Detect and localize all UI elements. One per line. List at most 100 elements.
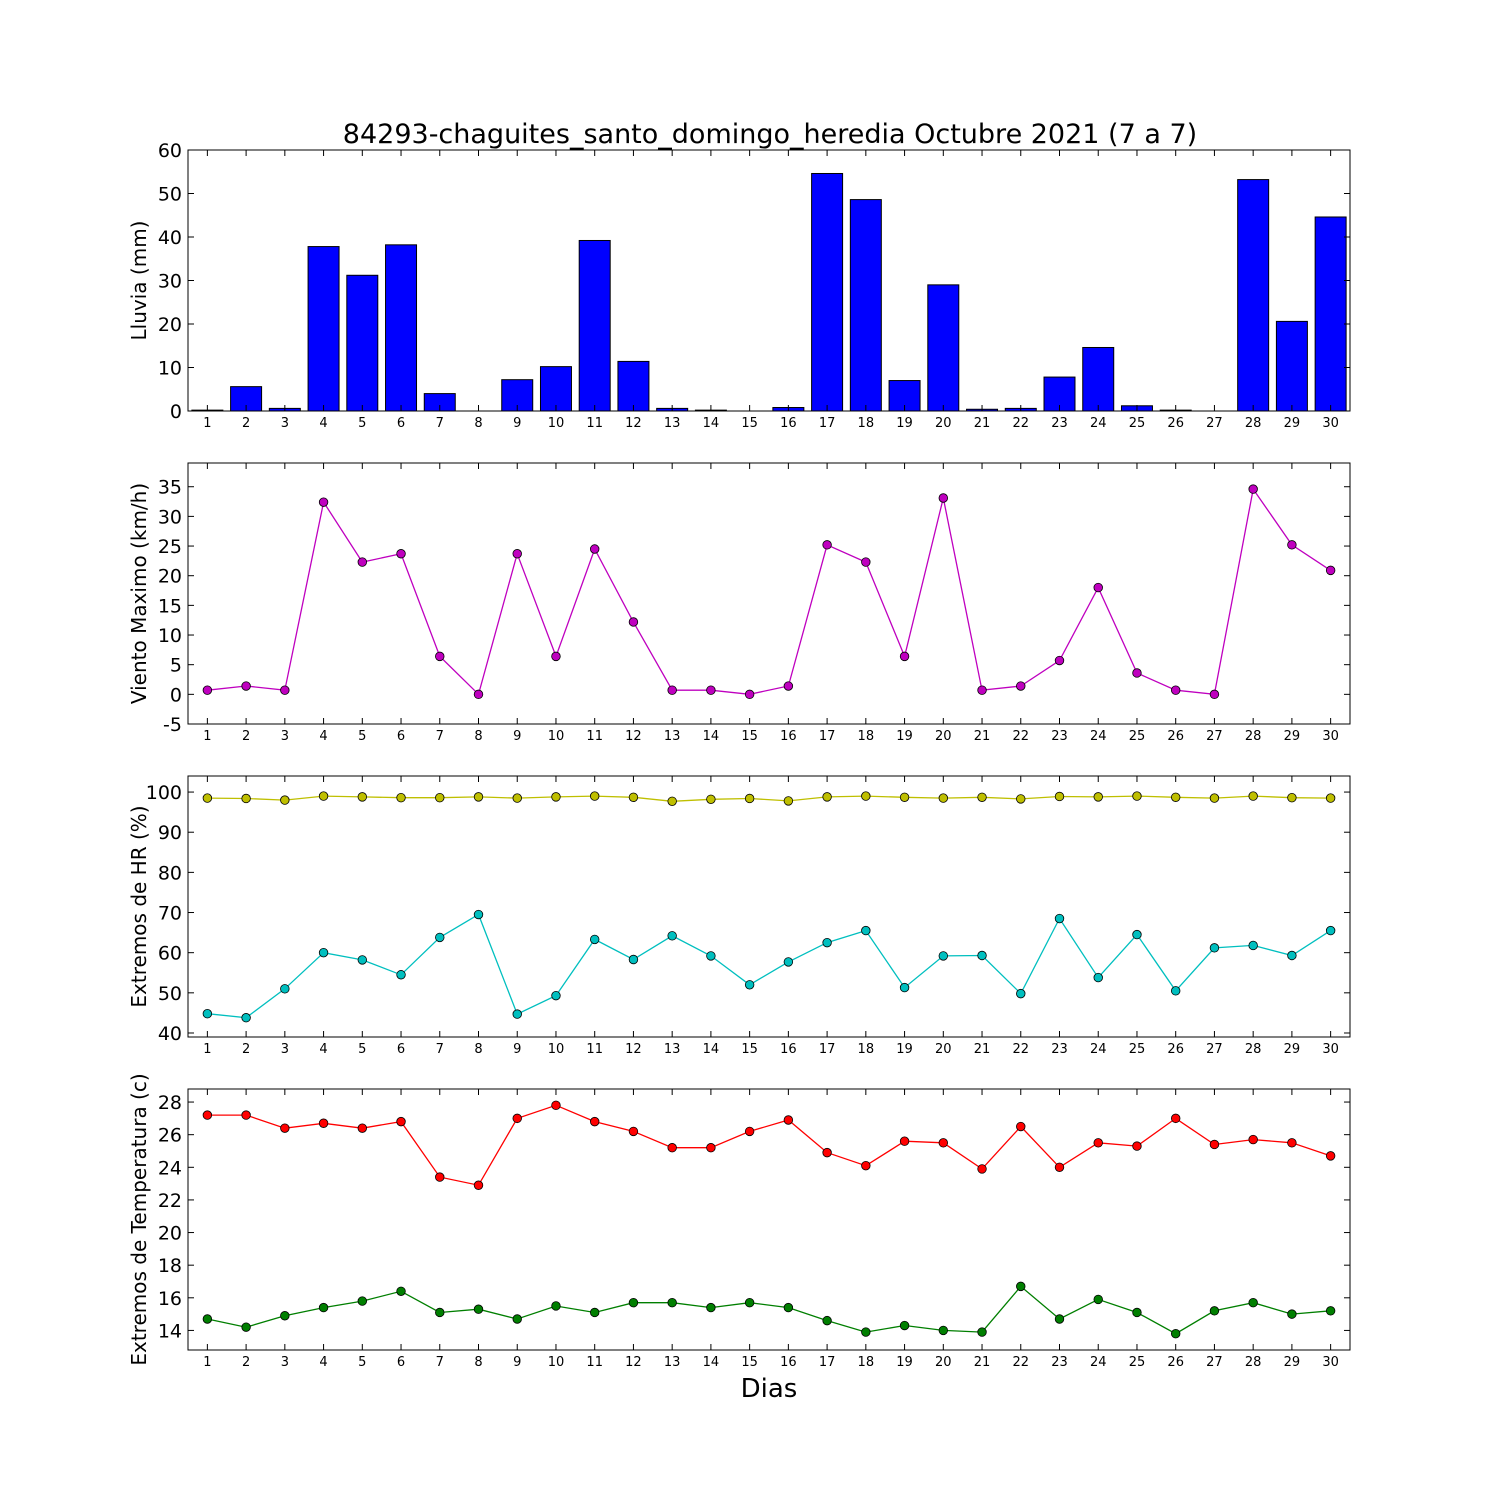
data-point <box>667 685 677 695</box>
plot-frame <box>187 462 1351 725</box>
x-tick-label: 23 <box>1051 416 1068 431</box>
data-point <box>590 791 600 801</box>
data-point <box>899 1136 910 1146</box>
y-axis-label: Viento Maximo (km/h) <box>127 483 151 704</box>
data-point <box>202 1009 213 1019</box>
data-point <box>357 1296 368 1306</box>
data-point <box>473 689 484 700</box>
x-tick-label: 15 <box>741 1042 758 1057</box>
x-tick-label: 26 <box>1167 729 1184 744</box>
data-point <box>1287 540 1297 550</box>
data-point <box>512 549 522 559</box>
x-tick-label: 6 <box>397 1355 405 1370</box>
x-tick-label: 6 <box>397 1042 405 1057</box>
data-point <box>1325 1306 1336 1316</box>
data-point <box>1093 1294 1103 1305</box>
x-tick-label: 18 <box>858 1355 875 1370</box>
x-tick-label: 7 <box>436 1355 444 1370</box>
y-axis-label: Lluvia (mm) <box>127 221 151 341</box>
data-point <box>396 792 406 803</box>
data-point <box>551 990 561 1001</box>
x-tick-label: 5 <box>358 729 366 744</box>
data-point <box>1248 484 1258 494</box>
y-axis-label: Extremos de HR (%) <box>127 805 151 1007</box>
data-point <box>1170 986 1181 996</box>
data-point <box>357 955 368 965</box>
x-tick-label: 24 <box>1090 416 1107 431</box>
plot-area <box>188 463 1350 724</box>
data-point <box>822 937 832 948</box>
x-tick-label: 22 <box>1012 1042 1029 1057</box>
x-tick-label: 30 <box>1322 1355 1339 1370</box>
data-point <box>590 1307 600 1318</box>
data-point <box>744 1297 755 1308</box>
data-point <box>1054 655 1065 666</box>
data-point <box>822 1315 832 1326</box>
data-point <box>744 980 755 990</box>
bar <box>1275 320 1308 412</box>
data-point <box>396 970 406 980</box>
x-tick-label: 16 <box>780 416 797 431</box>
x-tick-label: 3 <box>281 1355 289 1370</box>
data-point <box>318 791 329 801</box>
y-tick-label: 5 <box>170 655 182 677</box>
y-tick-label: 0 <box>170 684 182 706</box>
x-tick-label: 27 <box>1206 729 1223 744</box>
data-point <box>1093 582 1103 593</box>
x-tick-label: 15 <box>741 416 758 431</box>
data-point <box>861 1327 871 1337</box>
x-tick-label: 28 <box>1245 1042 1262 1057</box>
x-tick-label: 19 <box>896 416 913 431</box>
bar <box>385 244 418 412</box>
series-line-1 <box>207 487 1331 696</box>
x-tick-label: 4 <box>319 729 327 744</box>
data-point <box>977 685 987 695</box>
x-tick-label: 20 <box>935 1355 952 1370</box>
x-tick-label: 10 <box>548 729 565 744</box>
data-point <box>667 1297 677 1308</box>
x-tick-label: 26 <box>1167 416 1184 431</box>
x-tick-label: 17 <box>819 1355 836 1370</box>
data-point <box>1016 988 1026 999</box>
series-line-1 <box>207 795 1331 802</box>
data-point <box>783 957 794 967</box>
x-tick-label: 1 <box>203 1355 211 1370</box>
data-point <box>667 796 677 806</box>
series-line-1 <box>207 1104 1331 1186</box>
data-point <box>628 954 639 965</box>
x-tick-label: 16 <box>780 1042 797 1057</box>
data-point <box>861 557 871 567</box>
x-tick-label: 7 <box>436 729 444 744</box>
x-tick-label: 27 <box>1206 416 1223 431</box>
data-point <box>357 1123 368 1133</box>
data-point <box>1209 943 1220 953</box>
y-tick-label: 10 <box>158 625 182 647</box>
x-tick-label: 17 <box>819 416 836 431</box>
data-point <box>512 1009 522 1019</box>
data-point <box>280 1311 290 1321</box>
data-point <box>938 1138 949 1148</box>
data-point <box>1016 1121 1026 1132</box>
y-tick-label: 90 <box>158 822 182 844</box>
x-tick-label: 12 <box>625 1042 642 1057</box>
x-tick-label: 11 <box>586 1042 603 1057</box>
x-tick-label: 20 <box>935 416 952 431</box>
bar <box>346 274 379 412</box>
x-tick-label: 8 <box>474 1355 482 1370</box>
y-tick-label: 100 <box>146 782 182 804</box>
x-axis-label: Dias <box>741 1374 798 1404</box>
data-point <box>551 1301 561 1311</box>
x-tick-label: 2 <box>242 1042 250 1057</box>
plot-frame <box>187 775 1351 1038</box>
x-tick-label: 19 <box>896 1355 913 1370</box>
x-tick-label: 9 <box>513 416 521 431</box>
data-point <box>628 1297 639 1308</box>
data-point <box>590 934 600 945</box>
x-tick-label: 28 <box>1245 729 1262 744</box>
y-tick-label: 60 <box>158 140 182 162</box>
x-tick-label: 10 <box>548 1042 565 1057</box>
data-point <box>241 1013 251 1023</box>
data-point <box>512 793 522 803</box>
data-point <box>1287 1309 1297 1319</box>
